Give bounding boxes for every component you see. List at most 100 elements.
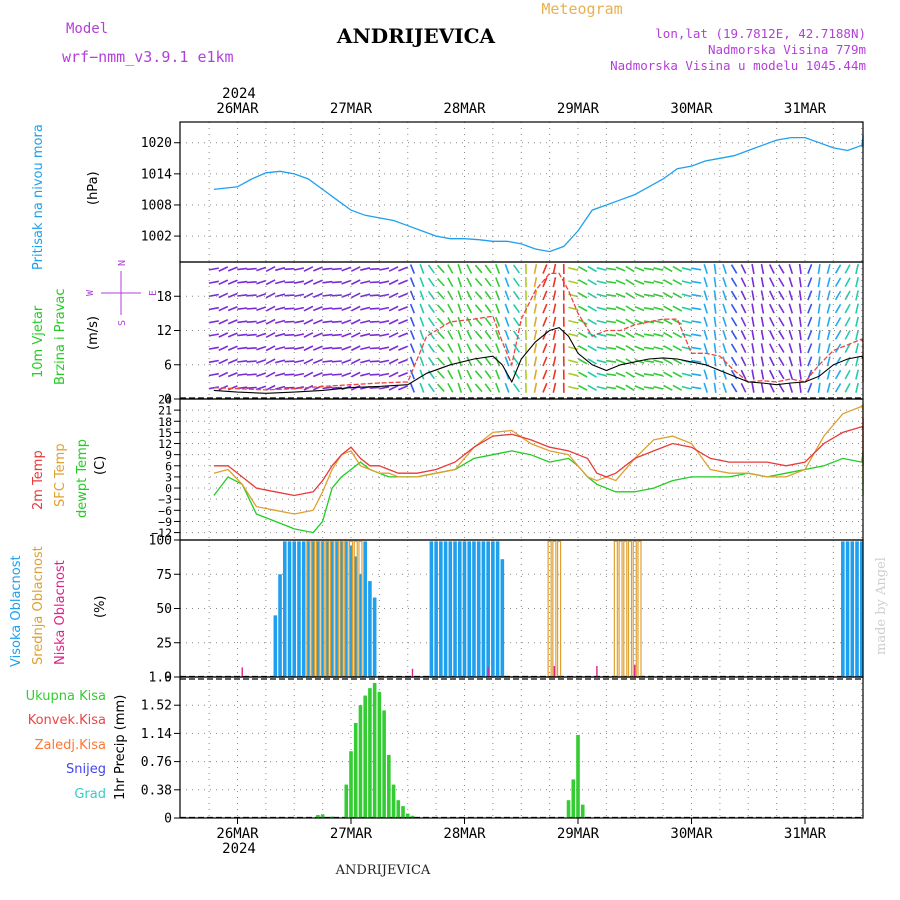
wind-arrow [398,305,409,312]
wind-arrow [237,333,248,337]
wind-arrow [606,267,617,271]
wind-arrow [713,382,717,393]
compass-e-label: E [148,290,159,296]
wind-arrow [341,372,352,378]
wind-arrow [703,277,708,288]
wind-arrow [419,316,425,327]
wind-arrow [817,263,821,275]
wind-arrow [466,369,473,380]
wind-arrow [596,385,607,390]
temp-dewpt-label: dewpt Temp [75,439,90,518]
wind-arrow [807,356,813,367]
wind-arrow [474,277,483,287]
wind-arrow [512,264,521,274]
wind-arrow [360,280,371,285]
wind-arrow [730,277,738,287]
wind-arrow [691,333,702,337]
cloud-high-bar [486,541,490,677]
precip-total-bar [405,813,410,818]
precip-total-bar [320,814,325,818]
wind-arrow [427,330,435,340]
wind-arrow [730,290,738,301]
wind-arrow [740,303,747,314]
wind-arrow [587,384,597,391]
wind-arrow [436,291,445,300]
wind-arrow [369,294,380,297]
wind-arrow [227,305,238,312]
wind-arrow [379,293,390,298]
wind-arrow [672,371,683,378]
top-day-label: 27MAR [330,101,373,117]
temp-tick-label: −12 [151,526,172,540]
wind-arrow [409,290,416,301]
legend-total-rain: Ukupna Kisa [26,689,106,704]
wind-arrow [615,279,626,285]
wind-arrow [447,317,454,327]
wind-arrow [419,330,425,340]
wind-arrow [740,316,747,327]
wind-arrow [484,343,492,353]
wind-arrow [625,384,635,392]
wind-arrow [691,267,702,271]
wind-arrow [606,386,617,390]
wind-arrow [807,343,813,354]
wind-arrow [369,307,380,310]
wind-arrow [834,303,842,314]
wind-arrow [760,343,765,354]
cloud-high-label: Visoka Oblacnost [9,555,24,667]
footer-station: ANDRIJEVICA [335,863,431,878]
wind-arrow [350,345,361,352]
wind-arrow [350,305,361,312]
wind-arrow [256,266,267,272]
top-year-label: 2024 [222,86,256,102]
precip-total-bar [566,800,571,818]
wind-arrow [625,278,635,286]
wind-arrow [388,305,399,312]
wind-arrow [855,329,859,341]
cloud-high-bar [273,615,278,677]
wind-arrow [312,292,323,299]
wind-arrow [388,332,399,338]
bottom-day-label: 26MAR [216,826,259,842]
wind-arrow [533,382,538,393]
wind-arrow [303,279,314,286]
wind-arrow [369,373,380,376]
cloud-high-bar [287,541,292,677]
wind-arrow [844,277,851,287]
wind-arrow [615,305,626,312]
wind-arrow [322,373,333,376]
wind-arrow [606,373,617,377]
bottom-day-label: 27MAR [330,826,373,842]
wind-arrow [672,292,683,299]
wind-arrow [419,382,425,393]
temp-tick-label: 15 [158,426,172,440]
wind-arrow [466,303,473,314]
wind-arrow [713,369,717,380]
lonlat-text: lon,lat (19.7812E, 42.7188N) [655,26,866,41]
wind-arrow [495,382,501,393]
wind-arrow [788,263,794,275]
wind-arrow [512,277,521,287]
cloud-mid-bar [552,540,557,678]
wind-arrow [751,382,755,393]
wind-arrow [504,277,510,288]
wind-arrow [703,356,708,367]
wind-arrow [303,358,314,365]
wind-arrow [542,316,548,327]
cloud-high-bar [443,541,448,677]
wind-arrow [312,345,323,351]
wind-arrow [457,290,463,301]
wind-arrow [542,382,548,393]
cloud-low-bar [634,664,636,677]
wind-arrow [826,329,831,341]
wind-arrow [778,277,785,287]
wind-arrow [409,316,416,327]
top-day-label: 26MAR [216,101,259,117]
wind-arrow [643,280,655,284]
temperature-panel-frame [179,398,864,541]
wind-arrow [303,266,314,272]
wind-arrow [218,266,229,272]
wind-arrow [615,319,626,325]
wind-arrow [826,263,831,275]
wind-arrow [703,303,708,314]
